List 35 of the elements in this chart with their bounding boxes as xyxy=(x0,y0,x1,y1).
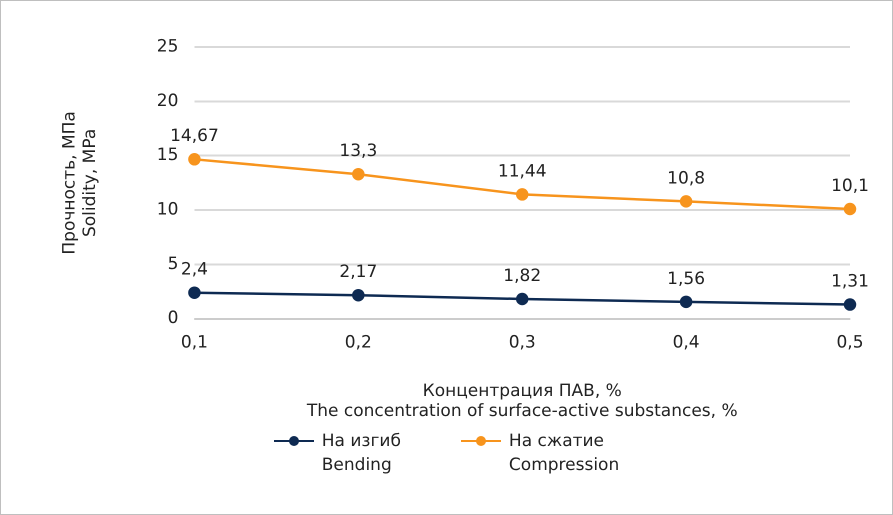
data-label: 14,67 xyxy=(170,126,219,146)
y-tick-label: 20 xyxy=(156,90,178,111)
point xyxy=(516,188,528,201)
point xyxy=(352,288,365,302)
point xyxy=(680,296,692,308)
x-tick-label: 0,5 xyxy=(836,332,864,352)
data-label: 1,31 xyxy=(831,271,869,292)
point xyxy=(188,153,201,166)
data-label: 2,17 xyxy=(339,262,378,282)
data-label: 11,44 xyxy=(498,161,547,182)
x-tick-label: 0,3 xyxy=(508,332,536,352)
x-tick-label: 0,2 xyxy=(344,332,372,352)
y-axis-title: Прочность, МПа Solidity, MPa xyxy=(60,111,100,255)
data-label: 1,56 xyxy=(667,268,706,289)
y-tick-label: 10 xyxy=(156,200,178,220)
point xyxy=(844,202,856,216)
data-label: 10,1 xyxy=(831,176,869,196)
x-axis-title: Концентрация ПАВ, % The concentration of surface-active substances, % xyxy=(306,380,738,422)
y-tick-label: 15 xyxy=(156,145,178,166)
legend-label: На сжатие Compression xyxy=(508,430,620,477)
legend-label: На изгиб Bending xyxy=(322,430,401,477)
data-label: 10,8 xyxy=(667,168,706,188)
data-label: 1,82 xyxy=(503,266,542,286)
point xyxy=(188,286,201,299)
x-tick-label: 0,4 xyxy=(672,332,700,352)
x-tick-label: 0,1 xyxy=(180,332,208,352)
y-tick-label: 0 xyxy=(168,308,178,328)
data-label: 13,3 xyxy=(339,141,378,162)
point xyxy=(516,292,528,306)
y-tick-label: 25 xyxy=(156,36,178,56)
point xyxy=(680,195,692,208)
data-label: 2,4 xyxy=(180,260,208,280)
point xyxy=(352,168,365,180)
point xyxy=(844,298,856,311)
y-tick-label: 5 xyxy=(168,254,178,274)
